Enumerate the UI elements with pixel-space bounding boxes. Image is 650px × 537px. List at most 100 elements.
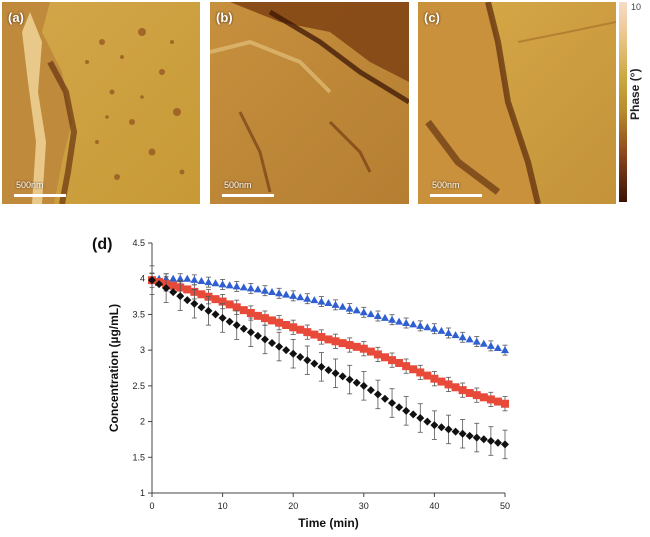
square-marker bbox=[324, 335, 333, 344]
diamond-marker bbox=[296, 353, 305, 361]
triangle-marker bbox=[388, 315, 397, 323]
diamond-marker bbox=[359, 381, 368, 390]
diamond-marker bbox=[246, 328, 255, 337]
panel-c-label: (c) bbox=[424, 10, 440, 25]
square-marker bbox=[317, 333, 326, 341]
panel-b-label: (b) bbox=[216, 10, 233, 25]
panel-a-scale-text: 500nm bbox=[16, 180, 44, 190]
triangle-marker bbox=[366, 310, 375, 318]
diamond-marker bbox=[225, 317, 234, 326]
x-tick-label: 40 bbox=[429, 501, 439, 511]
square-marker bbox=[402, 362, 411, 371]
triangle-marker bbox=[211, 279, 220, 287]
diamond-marker bbox=[183, 296, 192, 305]
diamond-marker bbox=[430, 421, 439, 430]
triangle-marker bbox=[232, 282, 241, 290]
triangle-marker bbox=[183, 274, 192, 282]
diamond-marker bbox=[409, 410, 418, 419]
diamond-marker bbox=[176, 292, 185, 301]
square-marker bbox=[373, 350, 382, 359]
panel-c-scale-bar bbox=[430, 194, 482, 197]
square-marker bbox=[197, 290, 206, 299]
triangle-marker bbox=[197, 277, 206, 284]
diamond-marker bbox=[402, 406, 411, 415]
triangle-marker bbox=[409, 320, 418, 328]
triangle-marker bbox=[486, 341, 495, 349]
square-marker bbox=[501, 399, 509, 408]
diamond-marker bbox=[345, 375, 354, 384]
square-marker bbox=[246, 309, 255, 317]
diamond-marker bbox=[275, 342, 284, 351]
diamond-marker bbox=[218, 314, 227, 322]
square-marker bbox=[338, 339, 347, 348]
triangle-marker bbox=[359, 308, 368, 316]
diamond-marker bbox=[437, 423, 446, 432]
phase-colorbar bbox=[619, 2, 627, 202]
x-tick-label: 10 bbox=[218, 501, 228, 511]
square-marker bbox=[458, 386, 467, 395]
square-marker bbox=[310, 330, 319, 339]
triangle-marker bbox=[296, 293, 305, 301]
y-tick-label: 3.5 bbox=[132, 309, 145, 319]
diamond-marker bbox=[232, 321, 241, 330]
triangle-marker bbox=[204, 278, 213, 286]
square-marker bbox=[169, 281, 178, 290]
triangle-marker bbox=[310, 296, 319, 304]
triangle-marker bbox=[190, 275, 199, 283]
diamond-marker bbox=[253, 331, 262, 340]
triangle-marker bbox=[169, 274, 178, 282]
diamond-marker bbox=[380, 394, 389, 403]
triangle-marker bbox=[324, 299, 333, 306]
triangle-marker bbox=[423, 323, 432, 331]
square-marker bbox=[416, 368, 425, 377]
diamond-marker bbox=[239, 324, 248, 333]
triangle-marker bbox=[380, 313, 389, 321]
diamond-marker bbox=[366, 386, 375, 395]
diamond-marker bbox=[211, 310, 220, 319]
diamond-marker bbox=[486, 437, 495, 445]
x-tick-label: 30 bbox=[359, 501, 369, 511]
x-tick-label: 50 bbox=[500, 501, 510, 511]
square-marker bbox=[232, 303, 241, 312]
diamond-marker bbox=[204, 306, 213, 315]
diamond-marker bbox=[338, 372, 347, 381]
square-marker bbox=[303, 328, 312, 337]
diamond-marker bbox=[465, 431, 474, 440]
y-tick-label: 3 bbox=[140, 345, 145, 355]
panel-d-label: (d) bbox=[92, 236, 112, 253]
triangle-marker bbox=[275, 289, 284, 297]
y-tick-label: 2 bbox=[140, 417, 145, 427]
triangle-marker bbox=[451, 331, 460, 339]
diamond-marker bbox=[260, 335, 269, 344]
square-marker bbox=[183, 285, 192, 294]
triangle-marker bbox=[282, 290, 291, 298]
square-marker bbox=[296, 325, 305, 334]
concentration-chart: 1 1.5 2 2.5 3 3.5 4 4.5 0 10 20 30 40 50 Time (min) Con… bbox=[92, 236, 510, 530]
triangle-marker bbox=[331, 300, 340, 308]
square-marker bbox=[352, 342, 361, 351]
square-marker bbox=[430, 374, 439, 383]
square-marker bbox=[395, 359, 404, 367]
diamond-marker bbox=[458, 429, 467, 438]
diamond-marker bbox=[155, 280, 164, 289]
y-tick-label: 2.5 bbox=[132, 381, 145, 391]
diamond-marker bbox=[388, 399, 397, 407]
diamond-marker bbox=[501, 440, 509, 449]
square-marker bbox=[388, 356, 397, 365]
colorbar-max-tick: 10 bbox=[631, 2, 642, 12]
triangle-marker bbox=[176, 274, 185, 282]
panel-a-label: (a) bbox=[8, 10, 24, 25]
x-axis-title: Time (min) bbox=[298, 516, 358, 530]
square-marker bbox=[218, 297, 227, 306]
diamond-marker bbox=[303, 356, 312, 365]
square-marker bbox=[239, 306, 248, 315]
diamond-marker bbox=[451, 427, 460, 436]
square-marker bbox=[465, 389, 474, 397]
triangle-marker bbox=[458, 333, 467, 341]
diamond-marker bbox=[331, 369, 340, 378]
square-marker bbox=[211, 295, 220, 304]
triangle-marker bbox=[253, 285, 262, 293]
diamond-marker bbox=[169, 288, 178, 297]
triangle-marker bbox=[352, 306, 361, 314]
diamond-marker bbox=[162, 284, 171, 293]
